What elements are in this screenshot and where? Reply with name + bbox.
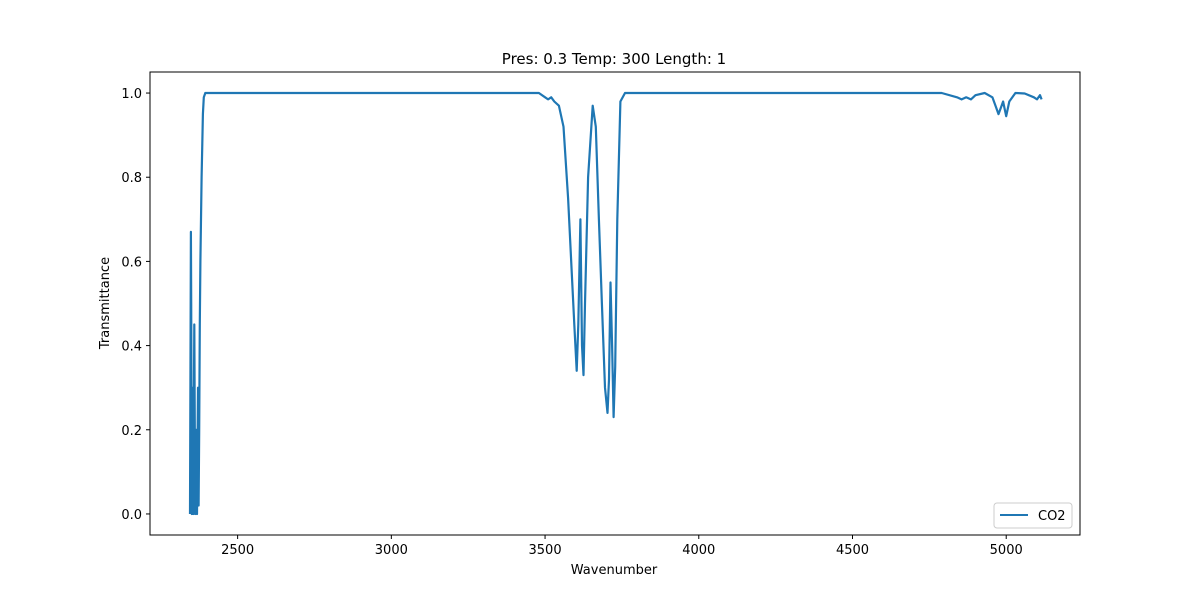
y-tick-label: 0.2 xyxy=(121,424,142,439)
legend-label-co2: CO2 xyxy=(1038,509,1066,524)
legend: CO2 xyxy=(993,502,1073,529)
x-tick-label: 2500 xyxy=(221,543,254,558)
y-tick-label: 1.0 xyxy=(121,87,142,102)
y-axis-label: Transmittance xyxy=(98,257,113,350)
legend-box xyxy=(993,502,1073,529)
x-tick-label: 5000 xyxy=(990,543,1023,558)
y-tick-label: 0.6 xyxy=(121,255,142,270)
x-axis-label: Wavenumber xyxy=(571,563,658,578)
axes-frame xyxy=(149,71,1081,536)
axes: 2500 3000 3500 4000 4500 5000 0.0 0.2 0.4 0.6 0.8 1… xyxy=(121,71,1081,558)
x-tick-label: 3500 xyxy=(529,543,562,558)
x-tick-label: 4500 xyxy=(836,543,869,558)
x-tick-label: 4000 xyxy=(682,543,715,558)
y-tick-label: 0.4 xyxy=(121,340,142,355)
chart-title: Pres: 0.3 Temp: 300 Length: 1 xyxy=(502,50,726,68)
y-tick-label: 0.0 xyxy=(121,508,142,523)
plot-area xyxy=(188,91,1043,516)
x-tick-label: 3000 xyxy=(375,543,408,558)
y-tick-label: 0.8 xyxy=(121,171,142,186)
series-line-co2 xyxy=(188,91,1043,516)
